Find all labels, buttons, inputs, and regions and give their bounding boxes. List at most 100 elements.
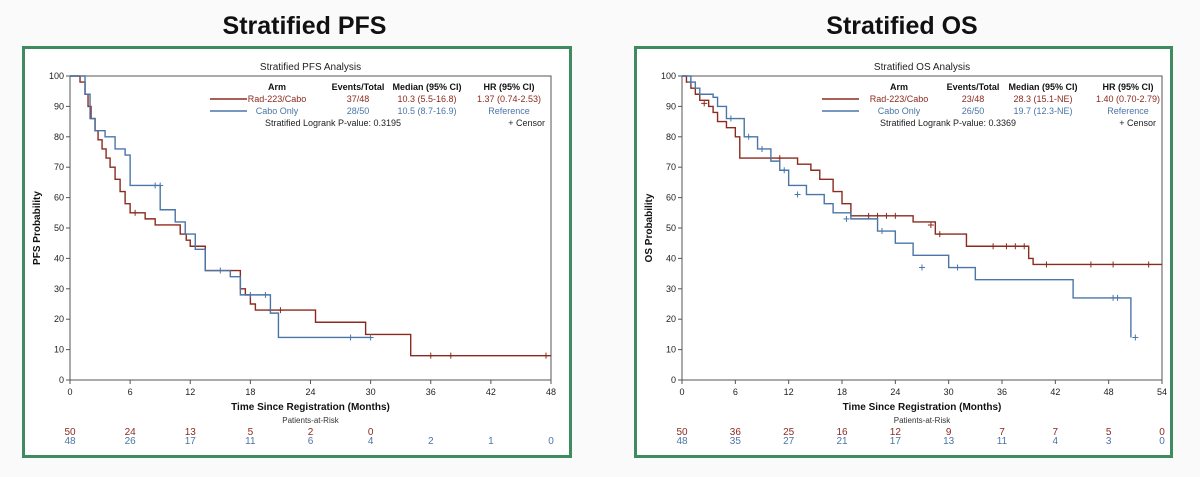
x-tick-label: 54	[1157, 387, 1167, 397]
legend-median: 10.3 (5.5-16.8)	[397, 94, 456, 104]
censor-mark-cabo-only	[794, 191, 801, 198]
censor-mark-rad223-cabo	[447, 352, 454, 359]
at-risk-count-rad223-cabo: 9	[946, 427, 952, 438]
at-risk-count-cabo-only: 11	[245, 436, 256, 447]
censor-mark-cabo-only	[347, 334, 354, 341]
legend-hr: 1.40 (0.70-2.79)	[1096, 94, 1160, 104]
censor-mark-rad223-cabo	[701, 100, 708, 107]
at-risk-count-rad223-cabo: 5	[248, 427, 254, 438]
logrank-pvalue: Stratified Logrank P-value: 0.3195	[265, 118, 401, 128]
censor-mark-rad223-cabo	[1110, 261, 1117, 268]
x-axis-label: Time Since Registration (Months)	[843, 402, 1002, 413]
y-tick-label: 70	[54, 162, 64, 172]
pfs-chart: Stratified PFS Analysis01020304050607080…	[32, 62, 556, 447]
censor-mark-cabo-only	[1114, 294, 1121, 301]
censor-mark-cabo-only	[759, 145, 765, 152]
at-risk-count-cabo-only: 6	[308, 436, 314, 447]
x-tick-label: 0	[67, 387, 72, 397]
y-tick-label: 70	[666, 162, 676, 172]
at-risk-count-cabo-only: 0	[548, 436, 554, 447]
at-risk-count-cabo-only: 48	[64, 436, 76, 447]
censor-mark-cabo-only	[367, 334, 374, 341]
y-axis-label: PFS Probability	[32, 191, 43, 265]
os-panel: Stratified OS Analysis 0 10 20 30 40 50 60 70 80 9…	[634, 46, 1173, 458]
legend-arm: Rad-223/Cabo	[870, 94, 929, 104]
y-tick-label: 100	[49, 71, 64, 81]
y-tick-label: 100	[661, 71, 676, 81]
legend-header-arm: Arm	[268, 82, 286, 92]
censor-mark-cabo-only	[217, 267, 224, 274]
at-risk-count-cabo-only: 17	[185, 436, 197, 447]
censor-mark-cabo-only	[262, 291, 269, 298]
censor-mark-cabo-only	[919, 264, 925, 271]
at-risk-count-cabo-only: 27	[783, 436, 795, 447]
y-tick-label: 90	[666, 101, 676, 111]
censor-mark-cabo-only	[954, 264, 961, 271]
censor-mark-rad223-cabo	[936, 231, 943, 238]
legend-header-hr: HR (95% CI)	[483, 82, 534, 92]
censor-mark-rad223-cabo	[1021, 243, 1028, 250]
censor-mark-rad223-cabo	[277, 307, 284, 314]
censor-mark-rad223-cabo	[883, 212, 890, 219]
at-risk-count-cabo-only: 35	[730, 436, 742, 447]
censor-mark-cabo-only	[687, 79, 694, 86]
censor-mark-rad223-cabo	[132, 209, 139, 216]
censor-mark-rad223-cabo	[1043, 261, 1050, 268]
x-tick-label: 6	[733, 387, 738, 397]
legend-events: 23/48	[962, 94, 985, 104]
legend-hr: Reference	[1107, 106, 1149, 116]
pfs-heading: Stratified PFS	[222, 12, 387, 40]
at-risk-count-rad223-cabo: 7	[1053, 427, 1059, 438]
at-risk-count-rad223-cabo: 7	[999, 427, 1005, 438]
y-tick-label: 20	[666, 314, 676, 324]
censor-mark-rad223-cabo	[776, 155, 783, 162]
x-tick-label: 18	[245, 387, 255, 397]
y-tick-label: 10	[54, 345, 64, 355]
censor-mark-cabo-only	[1132, 334, 1139, 341]
km-curve-rad223-cabo	[682, 75, 1162, 266]
legend-header-events: Events/Total	[947, 82, 1000, 92]
legend-events: 37/48	[347, 94, 370, 104]
censor-mark-cabo-only	[157, 182, 164, 189]
x-tick-label: 24	[890, 387, 900, 397]
legend-events: 28/50	[347, 106, 370, 116]
legend-arm: Rad-223/Cabo	[248, 94, 307, 104]
censor-mark-cabo-only	[152, 182, 159, 189]
y-tick-label: 50	[666, 223, 676, 233]
at-risk-count-rad223-cabo: 50	[64, 427, 76, 438]
x-tick-label: 12	[784, 387, 794, 397]
km-curve-cabo-only	[70, 75, 371, 339]
at-risk-count-rad223-cabo: 5	[1106, 427, 1112, 438]
x-tick-label: 6	[128, 387, 133, 397]
censor-mark-rad223-cabo	[1145, 261, 1152, 268]
at-risk-count-cabo-only: 17	[890, 436, 902, 447]
x-tick-label: 36	[997, 387, 1007, 397]
km-curve-cabo-only	[682, 75, 1132, 338]
x-tick-label: 0	[679, 387, 684, 397]
censor-legend: + Censor	[508, 118, 545, 128]
legend-arm: Cabo Only	[878, 106, 921, 116]
legend-median: 10.5 (8.7-16.9)	[397, 106, 456, 116]
censor-mark-rad223-cabo	[1003, 243, 1010, 250]
y-tick-label: 10	[666, 345, 676, 355]
legend-arm: Cabo Only	[256, 106, 299, 116]
censor-mark-rad223-cabo	[892, 212, 899, 219]
legend-median: 19.7 (12.3-NE)	[1013, 106, 1072, 116]
os-chart: Stratified OS Analysis010203040506070809…	[644, 62, 1167, 447]
censor-mark-cabo-only	[745, 133, 752, 140]
censor-mark-rad223-cabo	[1087, 261, 1094, 268]
y-tick-label: 50	[54, 223, 64, 233]
y-tick-label: 0	[671, 375, 676, 385]
at-risk-count-rad223-cabo: 0	[1159, 427, 1165, 438]
legend-header-events: Events/Total	[332, 82, 385, 92]
x-tick-label: 24	[305, 387, 315, 397]
legend-header-median: Median (95% CI)	[1008, 82, 1077, 92]
at-risk-count-cabo-only: 0	[1159, 436, 1165, 447]
logrank-pvalue: Stratified Logrank P-value: 0.3369	[880, 118, 1016, 128]
x-tick-label: 36	[426, 387, 436, 397]
legend-hr: 1.37 (0.74-2.53)	[477, 94, 541, 104]
censor-legend: + Censor	[1119, 118, 1156, 128]
censor-mark-rad223-cabo	[1012, 243, 1019, 250]
at-risk-count-cabo-only: 13	[943, 436, 955, 447]
at-risk-title: Patients-at-Risk	[282, 416, 339, 425]
